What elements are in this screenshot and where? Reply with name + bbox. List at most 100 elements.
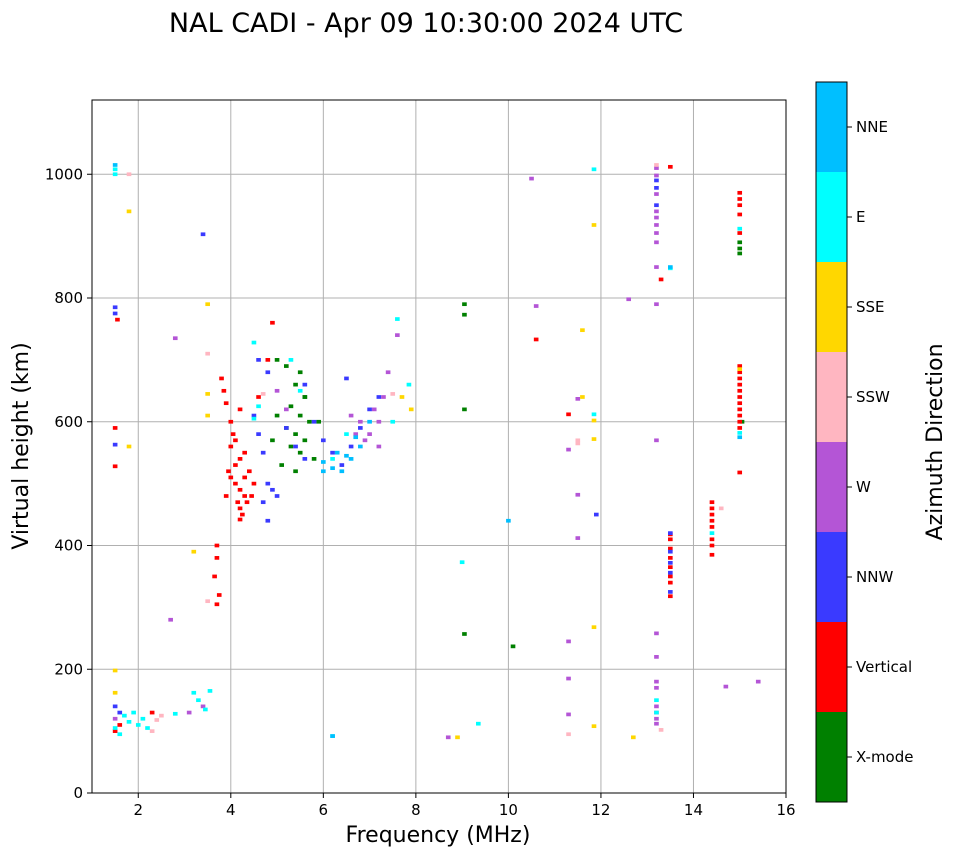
- data-point: [274, 388, 280, 393]
- data-point: [344, 432, 349, 436]
- data-point: [288, 358, 294, 362]
- data-point: [381, 395, 386, 399]
- data-point: [533, 304, 539, 308]
- data-point: [221, 388, 227, 393]
- data-point: [297, 413, 303, 418]
- y-tick-label: 400: [54, 537, 83, 555]
- data-point: [737, 376, 743, 381]
- data-point: [358, 419, 363, 424]
- data-point: [126, 444, 132, 449]
- data-point: [237, 407, 243, 412]
- data-point: [737, 370, 743, 375]
- data-point: [654, 631, 659, 636]
- data-point: [205, 351, 210, 356]
- data-point: [575, 397, 581, 401]
- data-point: [302, 382, 308, 387]
- data-point: [358, 426, 363, 430]
- data-point: [362, 438, 368, 443]
- data-point: [654, 685, 659, 690]
- data-point: [270, 487, 275, 492]
- data-point: [668, 574, 673, 579]
- data-point: [131, 710, 136, 715]
- data-point: [737, 401, 743, 406]
- x-tick-label: 10: [499, 801, 518, 819]
- data-point: [316, 419, 322, 424]
- data-point: [654, 679, 659, 684]
- data-point: [237, 457, 243, 461]
- data-point: [395, 317, 400, 321]
- data-point: [654, 192, 659, 196]
- y-axis-label: Virtual height (km): [9, 342, 34, 549]
- data-point: [566, 712, 571, 717]
- data-point: [112, 426, 118, 430]
- data-point: [205, 302, 210, 307]
- x-tick-label: 16: [776, 801, 795, 819]
- data-point: [737, 190, 743, 195]
- data-point: [654, 166, 659, 170]
- data-point: [126, 719, 132, 724]
- data-point: [260, 450, 266, 455]
- data-point: [112, 668, 118, 673]
- data-point: [737, 203, 743, 208]
- data-point: [200, 232, 206, 237]
- data-point: [575, 536, 581, 540]
- data-point: [321, 460, 326, 464]
- data-point: [265, 518, 271, 523]
- data-points: [112, 163, 761, 740]
- data-point: [709, 500, 715, 505]
- data-point: [591, 625, 597, 630]
- colorbar-tick-label: W: [856, 478, 871, 496]
- data-point: [654, 231, 659, 235]
- data-point: [390, 419, 396, 424]
- data-point: [406, 382, 412, 387]
- data-point: [755, 679, 761, 684]
- data-point: [455, 735, 460, 740]
- y-tick-label: 1000: [45, 165, 83, 183]
- data-point: [145, 726, 150, 730]
- colorbar-tick-label: X-mode: [856, 748, 913, 766]
- data-point: [376, 444, 382, 449]
- data-point: [172, 711, 178, 716]
- data-point: [626, 297, 632, 302]
- data-point: [718, 506, 724, 511]
- data-point: [353, 432, 359, 436]
- data-point: [367, 419, 372, 424]
- data-point: [339, 463, 345, 467]
- plot-frame: [91, 99, 787, 794]
- data-point: [140, 716, 146, 721]
- data-point: [297, 370, 303, 375]
- data-point: [293, 469, 298, 474]
- data-point: [117, 732, 123, 737]
- data-point: [265, 370, 271, 375]
- data-point: [249, 494, 254, 498]
- data-point: [367, 407, 372, 412]
- data-point: [654, 240, 659, 245]
- chart-title: NAL CADI - Apr 09 10:30:00 2024 UTC: [169, 8, 683, 39]
- data-point: [737, 226, 743, 231]
- data-point: [737, 435, 743, 440]
- data-point: [265, 481, 271, 486]
- data-point: [709, 543, 715, 548]
- data-point: [112, 167, 118, 172]
- x-tick-label: 14: [684, 801, 703, 819]
- data-point: [242, 475, 247, 480]
- data-point: [668, 556, 673, 560]
- data-point: [709, 518, 715, 523]
- data-point: [237, 506, 243, 511]
- data-point: [348, 457, 354, 461]
- data-point: [256, 395, 261, 399]
- data-point: [284, 426, 289, 430]
- data-point: [260, 392, 266, 396]
- data-point: [591, 167, 597, 172]
- colorbar-segment: [816, 172, 847, 262]
- data-point: [376, 395, 382, 399]
- data-point: [737, 382, 743, 387]
- data-point: [251, 416, 257, 421]
- data-point: [237, 487, 243, 492]
- colorbar-tick-label: E: [856, 208, 865, 226]
- data-point: [566, 732, 571, 737]
- colorbar-label: Azimuth Direction: [923, 343, 948, 540]
- data-point: [126, 209, 132, 214]
- data-point: [235, 500, 241, 505]
